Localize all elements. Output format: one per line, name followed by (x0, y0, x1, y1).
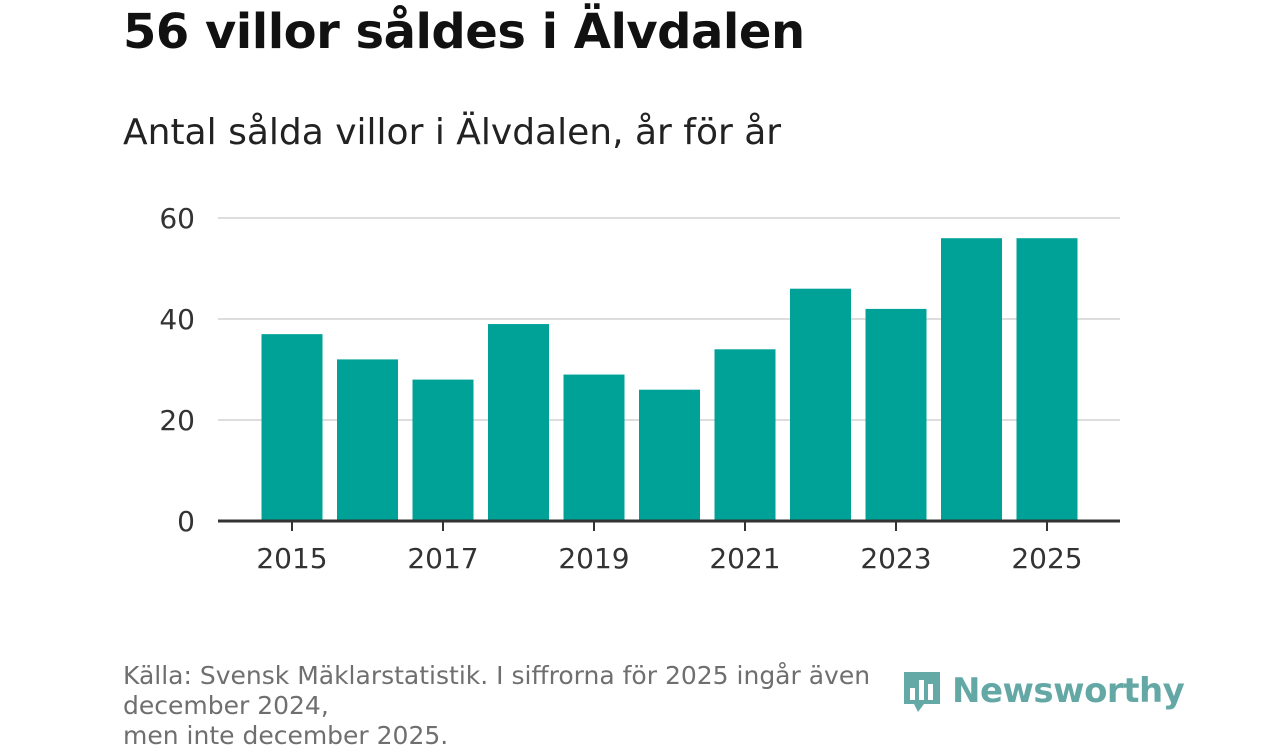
logo-text: Newsworthy (952, 671, 1185, 711)
bar-2023 (865, 308, 927, 521)
source-line-2: men inte december 2025. (123, 721, 449, 750)
bar-2021 (714, 349, 776, 521)
source-note: Källa: Svensk Mäklarstatistik. I siffror… (123, 661, 983, 751)
x-tick-label-2021: 2021 (709, 542, 780, 575)
y-tick-label-40: 40 (159, 303, 195, 336)
bar-2022 (790, 288, 851, 521)
bar-2018 (488, 324, 549, 521)
x-tick-label-2015: 2015 (256, 542, 327, 575)
bar-2019 (563, 374, 625, 521)
bar-2025 (1016, 238, 1078, 521)
x-tick-label-2025: 2025 (1011, 542, 1082, 575)
bar-2015 (261, 334, 323, 521)
y-tick-label-60: 60 (159, 202, 195, 235)
y-tick-label-0: 0 (177, 505, 195, 538)
bar-2016 (337, 359, 398, 521)
y-tick-label-20: 20 (159, 404, 195, 437)
source-line-1: Källa: Svensk Mäklarstatistik. I siffror… (123, 661, 871, 720)
chart-title: 56 villor såldes i Älvdalen (123, 4, 805, 60)
x-tick-label-2019: 2019 (558, 542, 629, 575)
bar-chart: 0 20 40 60 2015 2017 2019 2021 2023 2025 (159, 202, 1120, 575)
bar-chart-logo-icon (904, 672, 940, 712)
x-tick-label-2023: 2023 (860, 542, 931, 575)
bar-2020 (639, 389, 700, 521)
bar-2017 (412, 379, 474, 521)
bar-2024 (941, 238, 1002, 521)
x-tick-label-2017: 2017 (407, 542, 478, 575)
newsworthy-logo: Newsworthy (900, 668, 1185, 714)
chart-subtitle: Antal sålda villor i Älvdalen, år för år (123, 112, 782, 153)
